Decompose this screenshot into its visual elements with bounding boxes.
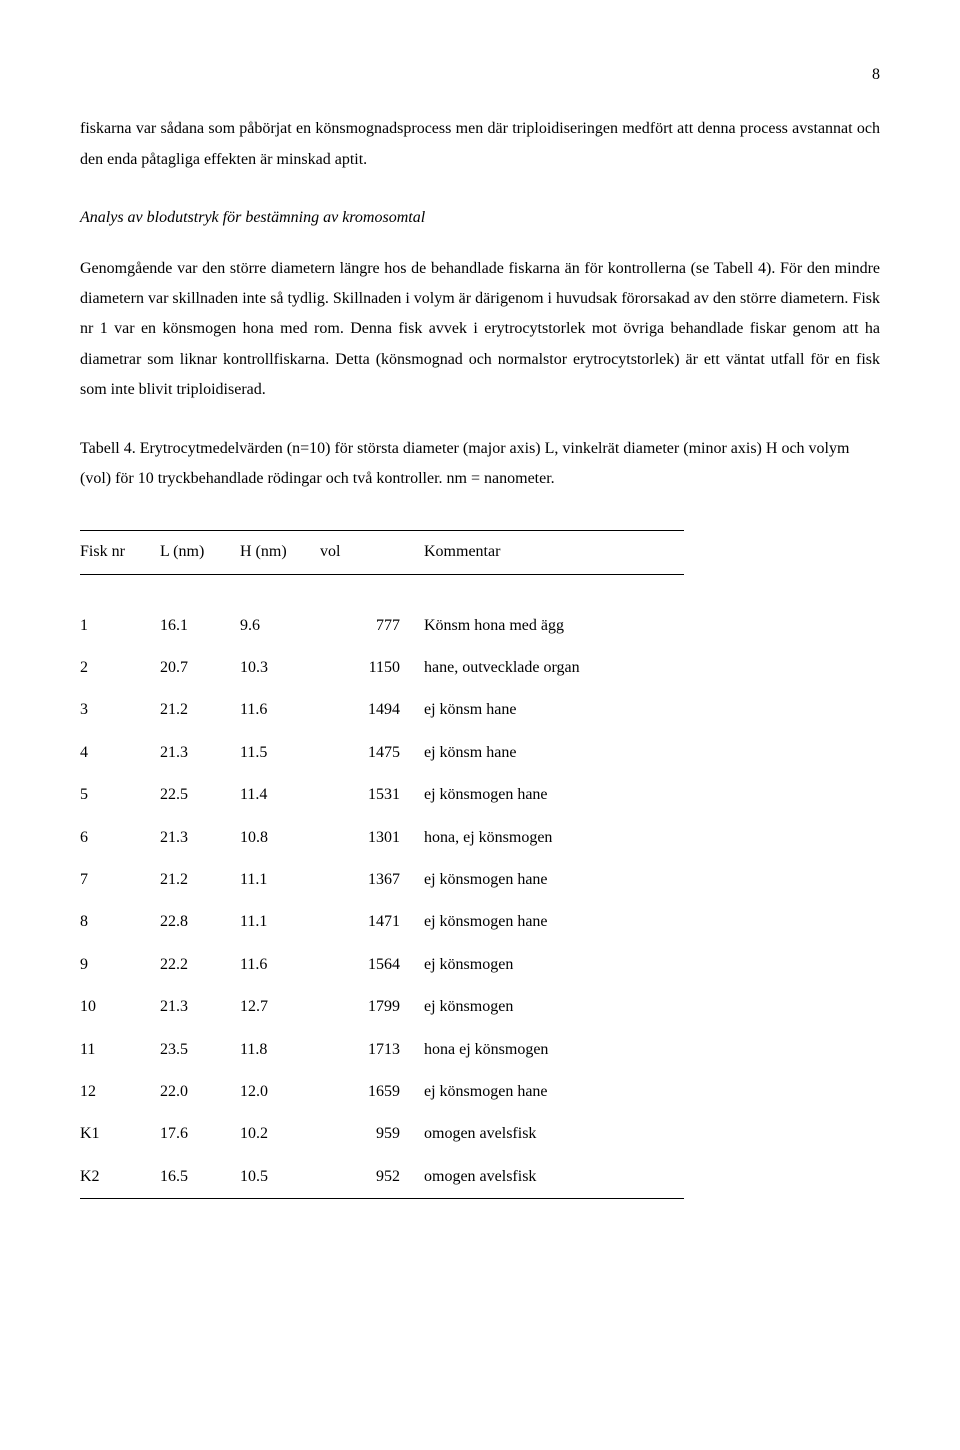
page-number: 8: [80, 60, 880, 90]
table-cell: 12: [80, 1071, 160, 1113]
table-row: 522.511.41531ej könsmogen hane: [80, 774, 684, 816]
table-cell: 9.6: [240, 605, 320, 647]
erythrocyte-table: Fisk nr L (nm) H (nm) vol Kommentar 116.…: [80, 530, 684, 1199]
table-cell: 1: [80, 605, 160, 647]
table-cell: 3: [80, 689, 160, 731]
table-cell: 11.8: [240, 1029, 320, 1071]
table-cell: 20.7: [160, 647, 240, 689]
table-cell: 11.5: [240, 732, 320, 774]
table-cell: 11: [80, 1029, 160, 1071]
table-cell: 16.5: [160, 1156, 240, 1199]
table-cell: 1659: [320, 1071, 424, 1113]
table-cell: ej könsmogen hane: [424, 774, 684, 816]
table-cell: 952: [320, 1156, 424, 1199]
table-cell: 7: [80, 859, 160, 901]
subheading: Analys av blodutstryk för bestämning av …: [80, 203, 880, 233]
col-header-vol: vol: [320, 531, 424, 574]
table-cell: 11.6: [240, 689, 320, 731]
table-cell: 21.2: [160, 689, 240, 731]
table-cell: 1150: [320, 647, 424, 689]
paragraph-1: fiskarna var sådana som påbörjat en köns…: [80, 114, 880, 175]
table-cell: 21.3: [160, 986, 240, 1028]
col-header-fisk-nr: Fisk nr: [80, 531, 160, 574]
table-cell: 1494: [320, 689, 424, 731]
table-cell: omogen avelsfisk: [424, 1113, 684, 1155]
table-cell: ej könsmogen: [424, 944, 684, 986]
table-row: K216.510.5952omogen avelsfisk: [80, 1156, 684, 1199]
table-cell: 11.6: [240, 944, 320, 986]
table-cell: 22.8: [160, 901, 240, 943]
table-cell: 10.8: [240, 817, 320, 859]
table-cell: ej könsm hane: [424, 689, 684, 731]
table-cell: 22.2: [160, 944, 240, 986]
table-cell: hona ej könsmogen: [424, 1029, 684, 1071]
table-cell: 2: [80, 647, 160, 689]
table-row: 321.211.61494ej könsm hane: [80, 689, 684, 731]
table-cell: Könsm hona med ägg: [424, 605, 684, 647]
table-cell: hona, ej könsmogen: [424, 817, 684, 859]
table-cell: omogen avelsfisk: [424, 1156, 684, 1199]
table-header-row: Fisk nr L (nm) H (nm) vol Kommentar: [80, 531, 684, 574]
table-cell: 23.5: [160, 1029, 240, 1071]
col-header-kommentar: Kommentar: [424, 531, 684, 574]
table-cell: 10.5: [240, 1156, 320, 1199]
table-cell: 21.3: [160, 732, 240, 774]
table-cell: ej könsmogen hane: [424, 859, 684, 901]
table-spacer: [80, 574, 684, 605]
table-cell: hane, outvecklade organ: [424, 647, 684, 689]
table-cell: 21.3: [160, 817, 240, 859]
table-cell: 1713: [320, 1029, 424, 1071]
table-cell: 4: [80, 732, 160, 774]
table-row: 621.310.81301hona, ej könsmogen: [80, 817, 684, 859]
table-cell: 17.6: [160, 1113, 240, 1155]
table-cell: 1367: [320, 859, 424, 901]
table-row: 1123.511.81713hona ej könsmogen: [80, 1029, 684, 1071]
paragraph-2: Genomgående var den större diametern län…: [80, 254, 880, 406]
table-cell: 22.5: [160, 774, 240, 816]
table-body: 116.19.6777Könsm hona med ägg220.710.311…: [80, 574, 684, 1198]
table-cell: 8: [80, 901, 160, 943]
table-cell: ej könsmogen hane: [424, 1071, 684, 1113]
table-cell: 11.1: [240, 859, 320, 901]
table-row: 721.211.11367ej könsmogen hane: [80, 859, 684, 901]
table-cell: 1564: [320, 944, 424, 986]
table-cell: 959: [320, 1113, 424, 1155]
table-cell: 12.0: [240, 1071, 320, 1113]
table-cell: 1475: [320, 732, 424, 774]
table-cell: 1799: [320, 986, 424, 1028]
table-cell: ej könsmogen hane: [424, 901, 684, 943]
table-cell: 11.1: [240, 901, 320, 943]
table-row: 220.710.31150hane, outvecklade organ: [80, 647, 684, 689]
table-row: 116.19.6777Könsm hona med ägg: [80, 605, 684, 647]
table-cell: 777: [320, 605, 424, 647]
table-caption: Tabell 4. Erytrocytmedelvärden (n=10) fö…: [80, 434, 880, 495]
table-cell: 16.1: [160, 605, 240, 647]
table-cell: 1301: [320, 817, 424, 859]
table-cell: 1471: [320, 901, 424, 943]
table-row: 1021.312.71799ej könsmogen: [80, 986, 684, 1028]
table-cell: 9: [80, 944, 160, 986]
table-cell: 11.4: [240, 774, 320, 816]
table-cell: 12.7: [240, 986, 320, 1028]
table-cell: 5: [80, 774, 160, 816]
table-cell: 10.3: [240, 647, 320, 689]
table-cell: 22.0: [160, 1071, 240, 1113]
table-cell: K1: [80, 1113, 160, 1155]
table-row: 421.311.51475ej könsm hane: [80, 732, 684, 774]
table-cell: 1531: [320, 774, 424, 816]
table-cell: ej könsm hane: [424, 732, 684, 774]
table-row: 822.811.11471ej könsmogen hane: [80, 901, 684, 943]
table-row: 1222.012.01659ej könsmogen hane: [80, 1071, 684, 1113]
table-row: 922.211.61564ej könsmogen: [80, 944, 684, 986]
table-cell: K2: [80, 1156, 160, 1199]
col-header-l: L (nm): [160, 531, 240, 574]
table-cell: 10: [80, 986, 160, 1028]
table-cell: 21.2: [160, 859, 240, 901]
col-header-h: H (nm): [240, 531, 320, 574]
table-row: K117.610.2959omogen avelsfisk: [80, 1113, 684, 1155]
table-cell: ej könsmogen: [424, 986, 684, 1028]
table-cell: 6: [80, 817, 160, 859]
table-cell: 10.2: [240, 1113, 320, 1155]
